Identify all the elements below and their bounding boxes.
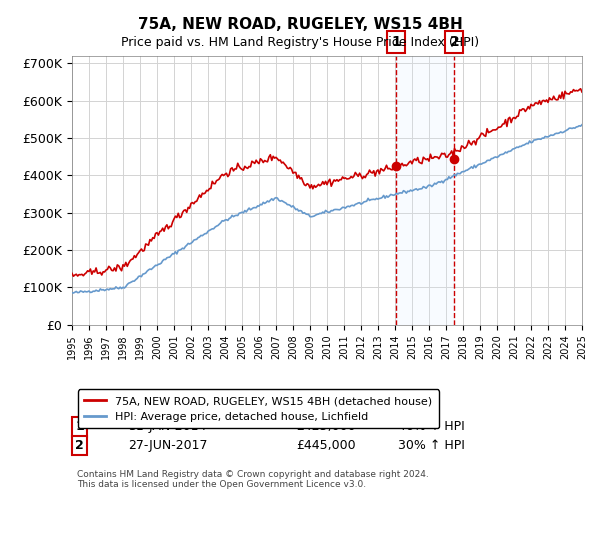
Text: £425,000: £425,000 bbox=[296, 421, 356, 433]
Text: Contains HM Land Registry data © Crown copyright and database right 2024.
This d: Contains HM Land Registry data © Crown c… bbox=[77, 470, 429, 489]
Legend: 75A, NEW ROAD, RUGELEY, WS15 4BH (detached house), HPI: Average price, detached : 75A, NEW ROAD, RUGELEY, WS15 4BH (detach… bbox=[77, 390, 439, 428]
Text: 2: 2 bbox=[449, 35, 459, 49]
Text: 1: 1 bbox=[75, 421, 84, 433]
Text: 27-JUN-2017: 27-JUN-2017 bbox=[128, 439, 208, 452]
Text: £445,000: £445,000 bbox=[296, 439, 356, 452]
Bar bbox=[397, 56, 454, 325]
Text: 1: 1 bbox=[391, 35, 401, 49]
Text: 75A, NEW ROAD, RUGELEY, WS15 4BH: 75A, NEW ROAD, RUGELEY, WS15 4BH bbox=[137, 17, 463, 32]
Text: 2: 2 bbox=[75, 439, 84, 452]
Text: 30% ↑ HPI: 30% ↑ HPI bbox=[398, 439, 465, 452]
Text: Price paid vs. HM Land Registry's House Price Index (HPI): Price paid vs. HM Land Registry's House … bbox=[121, 36, 479, 49]
Text: 46% ↑ HPI: 46% ↑ HPI bbox=[398, 421, 465, 433]
Text: 31-JAN-2014: 31-JAN-2014 bbox=[128, 421, 206, 433]
